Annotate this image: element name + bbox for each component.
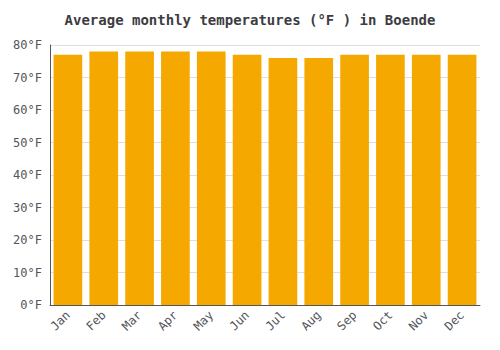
svg-text:20°F: 20°F	[13, 233, 42, 247]
svg-text:Jan: Jan	[48, 308, 73, 333]
svg-text:Average monthly temperatures (: Average monthly temperatures (°F ) in Bo…	[65, 12, 436, 28]
svg-text:10°F: 10°F	[13, 266, 42, 280]
svg-text:0°F: 0°F	[20, 298, 42, 312]
svg-text:Jun: Jun	[227, 308, 252, 333]
svg-text:Nov: Nov	[406, 308, 431, 333]
svg-text:Aug: Aug	[298, 308, 323, 333]
svg-text:Apr: Apr	[155, 308, 180, 333]
svg-text:60°F: 60°F	[13, 103, 42, 117]
svg-text:40°F: 40°F	[13, 168, 42, 182]
svg-text:May: May	[191, 308, 216, 333]
svg-text:70°F: 70°F	[13, 71, 42, 85]
svg-text:Mar: Mar	[119, 308, 144, 333]
svg-text:Dec: Dec	[442, 308, 467, 333]
svg-text:Sep: Sep	[334, 308, 359, 333]
svg-text:50°F: 50°F	[13, 136, 42, 150]
svg-text:30°F: 30°F	[13, 201, 42, 215]
svg-text:Oct: Oct	[370, 308, 395, 333]
svg-text:80°F: 80°F	[13, 38, 42, 52]
svg-text:Jul: Jul	[263, 308, 288, 333]
svg-text:Feb: Feb	[83, 308, 108, 333]
